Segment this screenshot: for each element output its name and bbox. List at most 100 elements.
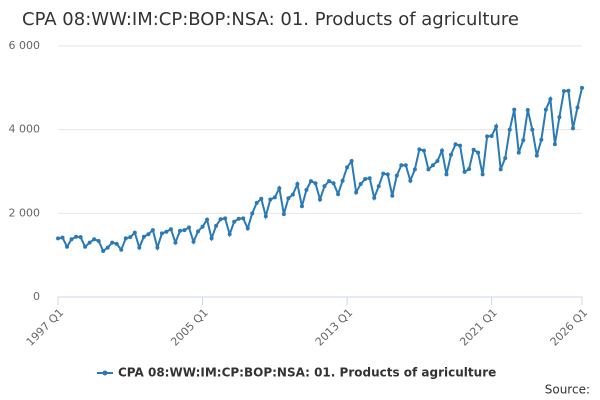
- point: [123, 236, 128, 241]
- point: [110, 240, 115, 245]
- point: [299, 204, 304, 209]
- point: [358, 182, 363, 187]
- legend-label: CPA 08:WW:IM:CP:BOP:NSA: 01. Products of…: [118, 366, 496, 380]
- point: [439, 148, 444, 153]
- source: Source:: [545, 383, 590, 397]
- point: [570, 126, 575, 131]
- point: [205, 217, 210, 222]
- x-tick-label: 2026 Q1: [548, 306, 591, 349]
- point: [512, 107, 517, 112]
- point: [516, 150, 521, 155]
- point: [164, 229, 169, 234]
- point: [503, 156, 508, 161]
- point: [245, 226, 250, 231]
- point: [575, 105, 580, 110]
- point: [543, 107, 548, 112]
- point: [295, 182, 300, 187]
- point: [56, 236, 60, 241]
- point: [150, 228, 155, 233]
- point: [318, 197, 322, 202]
- point: [363, 177, 368, 182]
- point: [96, 238, 101, 243]
- point: [137, 245, 142, 250]
- point: [218, 217, 223, 222]
- point: [74, 234, 79, 239]
- point: [146, 232, 151, 237]
- point: [141, 234, 146, 239]
- point: [254, 200, 259, 205]
- point: [114, 241, 119, 246]
- point: [485, 134, 490, 139]
- point: [236, 216, 241, 221]
- point: [539, 137, 544, 142]
- x-tick-label: 2021 Q1: [457, 306, 500, 349]
- point: [209, 236, 214, 241]
- point: [462, 169, 467, 174]
- point: [196, 229, 201, 234]
- point: [155, 245, 160, 250]
- point: [394, 173, 399, 178]
- point: [327, 179, 332, 184]
- point: [548, 97, 553, 102]
- point: [381, 171, 386, 176]
- point: [232, 219, 237, 224]
- point: [534, 153, 539, 158]
- point: [367, 176, 372, 181]
- point: [385, 172, 390, 177]
- point: [399, 163, 404, 168]
- point: [476, 150, 481, 155]
- point: [200, 224, 205, 229]
- point: [322, 184, 327, 189]
- point: [444, 172, 449, 177]
- point: [480, 172, 485, 177]
- point: [426, 167, 431, 172]
- series-line: [57, 87, 583, 253]
- point: [557, 115, 562, 120]
- point: [340, 178, 345, 183]
- point: [105, 245, 110, 250]
- point: [87, 240, 92, 245]
- point: [467, 166, 472, 171]
- point: [372, 195, 377, 200]
- point: [453, 142, 458, 147]
- point: [290, 192, 295, 197]
- point: [182, 228, 187, 233]
- y-tick-label: 2 000: [9, 206, 41, 219]
- y-tick-label: 0: [33, 290, 40, 303]
- point: [272, 195, 277, 200]
- y-tick-label: 4 000: [9, 123, 41, 136]
- point: [281, 212, 286, 217]
- point: [417, 147, 422, 152]
- x-tick-label: 2005 Q1: [168, 306, 211, 349]
- point: [187, 225, 191, 230]
- point: [412, 167, 417, 172]
- point: [223, 216, 228, 221]
- point: [65, 244, 70, 249]
- point: [304, 187, 309, 192]
- point: [390, 193, 395, 198]
- point: [313, 181, 318, 186]
- point: [507, 127, 512, 132]
- point: [227, 232, 232, 237]
- point: [566, 88, 571, 93]
- point: [277, 186, 282, 191]
- point: [119, 247, 124, 252]
- point: [403, 163, 408, 168]
- point: [92, 237, 97, 242]
- point: [430, 163, 435, 168]
- point: [250, 211, 255, 216]
- point: [449, 152, 453, 157]
- point: [471, 147, 476, 152]
- point: [128, 235, 133, 240]
- point: [408, 178, 413, 183]
- point: [214, 223, 219, 228]
- point: [241, 216, 246, 221]
- point: [259, 196, 264, 201]
- point: [168, 227, 173, 232]
- point: [336, 192, 341, 197]
- legend-marker: [102, 370, 108, 376]
- point: [331, 181, 336, 186]
- point: [286, 196, 291, 201]
- point: [435, 159, 440, 164]
